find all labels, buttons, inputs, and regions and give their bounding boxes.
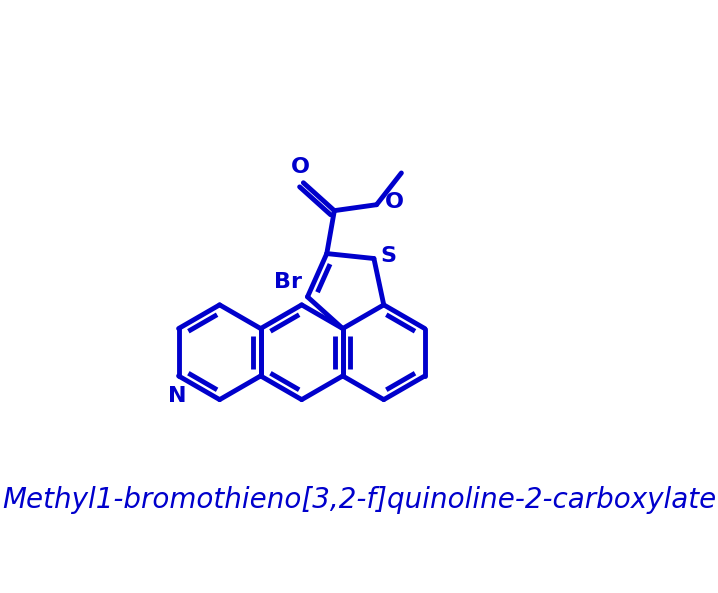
Text: O: O [384,193,404,212]
Text: N: N [168,386,186,406]
Text: O: O [291,157,310,177]
Text: Br: Br [274,272,302,292]
Text: Methyl1-bromothieno[3,2-f]quinoline-2-carboxylate: Methyl1-bromothieno[3,2-f]quinoline-2-ca… [2,486,716,514]
Text: S: S [381,246,396,266]
